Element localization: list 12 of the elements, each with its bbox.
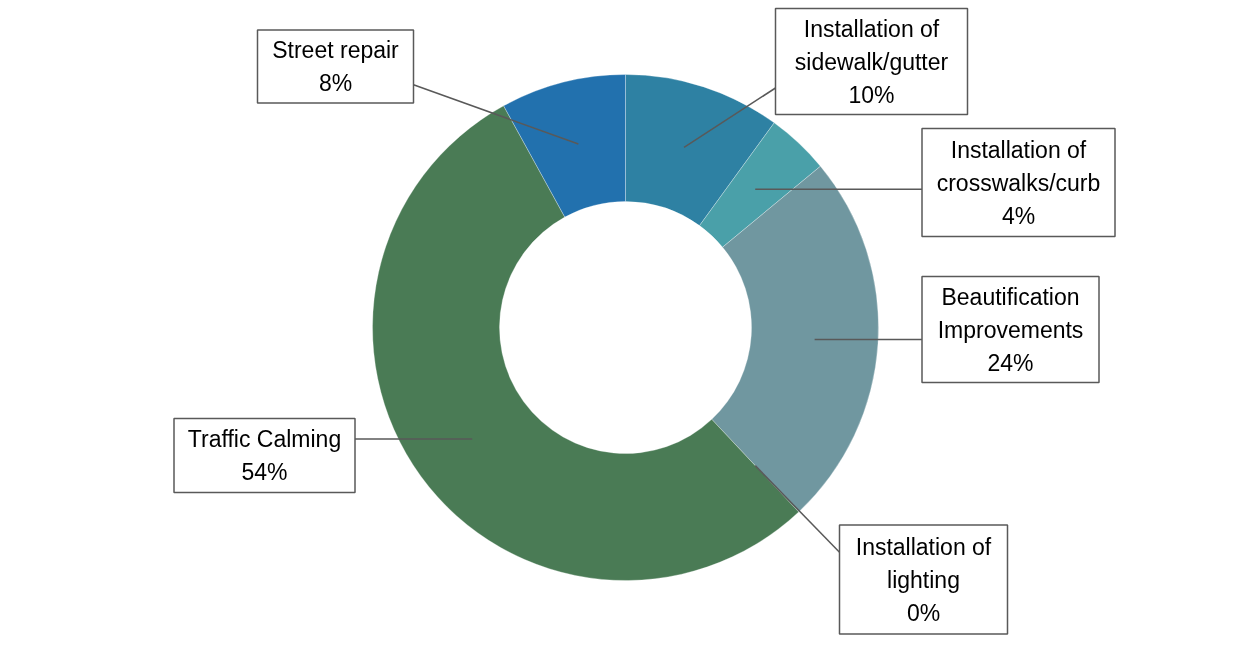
data-label: 24% — [987, 349, 1034, 376]
data-label: 54% — [241, 459, 288, 485]
slice-label: Installation of sidewalk/gutter — [794, 15, 949, 75]
data-label: 10% — [848, 81, 895, 108]
category-label: Installation of lighting — [855, 533, 992, 593]
text: 0% — [906, 599, 941, 626]
data-label: 4% — [1001, 202, 1036, 229]
slice-label: Installation of crosswalks/curb — [936, 136, 1101, 196]
slice-label: Beautification Improvements — [937, 283, 1084, 343]
data-label: 8% — [318, 70, 353, 96]
slice-label: Street repair — [272, 37, 400, 63]
slice-label: Traffic Calming — [187, 426, 342, 452]
